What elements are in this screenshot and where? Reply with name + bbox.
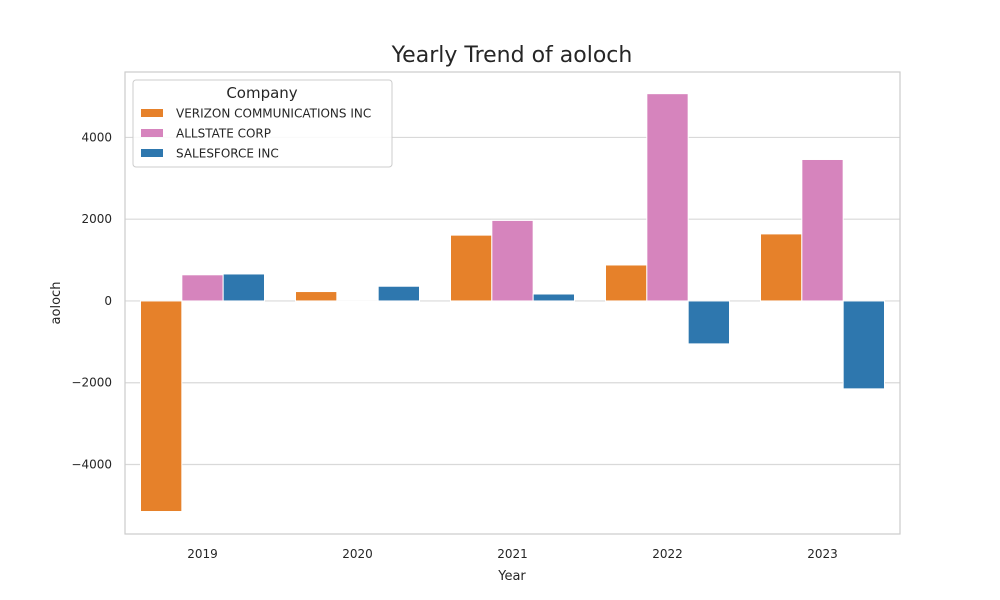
legend-swatch [141, 109, 163, 117]
bar [222, 273, 266, 302]
bar [140, 300, 183, 513]
x-tick-labels: 2019 2020 2021 2022 2023 [187, 547, 838, 561]
bar [687, 300, 731, 345]
bar [801, 158, 844, 302]
bar [605, 264, 648, 302]
legend: Company VERIZON COMMUNICATIONS INC ALLSTA… [132, 79, 393, 168]
legend-items: VERIZON COMMUNICATIONS INC ALLSTATE CORP S… [141, 107, 371, 161]
x-tick-label: 2019 [187, 547, 218, 561]
bar [491, 219, 534, 302]
bar [760, 233, 803, 302]
y-tick-label: −4000 [71, 457, 112, 471]
bar [377, 285, 420, 302]
y-tick-label: 2000 [81, 212, 112, 226]
x-tick-label: 2022 [652, 547, 683, 561]
legend-label: ALLSTATE CORP [176, 127, 271, 141]
x-tick-label: 2020 [342, 547, 373, 561]
legend-title: Company [226, 84, 297, 102]
x-axis-label: Year [497, 569, 526, 584]
x-tick-label: 2021 [497, 547, 528, 561]
bar [295, 291, 338, 302]
bar [532, 293, 576, 302]
legend-label: VERIZON COMMUNICATIONS INC [176, 107, 371, 121]
legend-box [132, 79, 393, 168]
bar [450, 234, 493, 302]
legend-label: SALESFORCE INC [176, 147, 279, 161]
plot-frame [124, 71, 901, 535]
chart-title: Yearly Trend of aoloch [391, 43, 633, 68]
x-tick-label: 2023 [807, 547, 838, 561]
bar [646, 93, 689, 302]
y-axis-label: aoloch [49, 282, 64, 325]
y-tick-label: 0 [104, 294, 112, 308]
bar [181, 274, 224, 302]
y-tick-label: 4000 [81, 130, 112, 144]
bars-layer [140, 93, 886, 513]
bar [336, 300, 379, 303]
bar [842, 300, 886, 390]
y-tick-label: −2000 [71, 376, 112, 390]
legend-swatch [141, 149, 163, 157]
legend-swatch [141, 129, 163, 137]
y-tick-labels: −4000 −2000 0 2000 4000 [71, 130, 112, 471]
